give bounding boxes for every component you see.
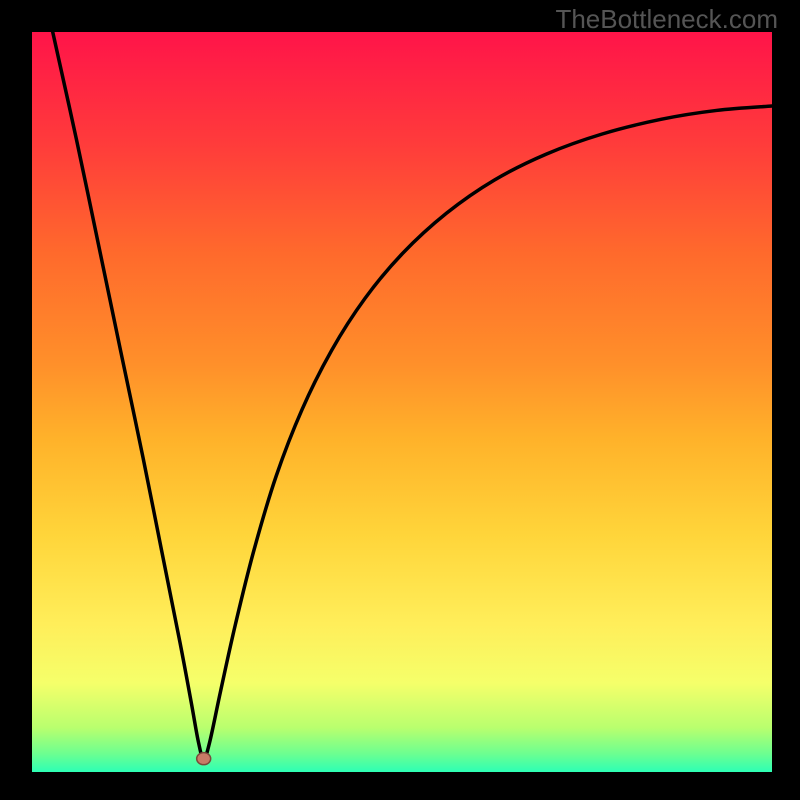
chart-plot-area <box>32 32 772 772</box>
watermark-text: TheBottleneck.com <box>555 4 778 35</box>
chart-gradient-background <box>32 32 772 772</box>
